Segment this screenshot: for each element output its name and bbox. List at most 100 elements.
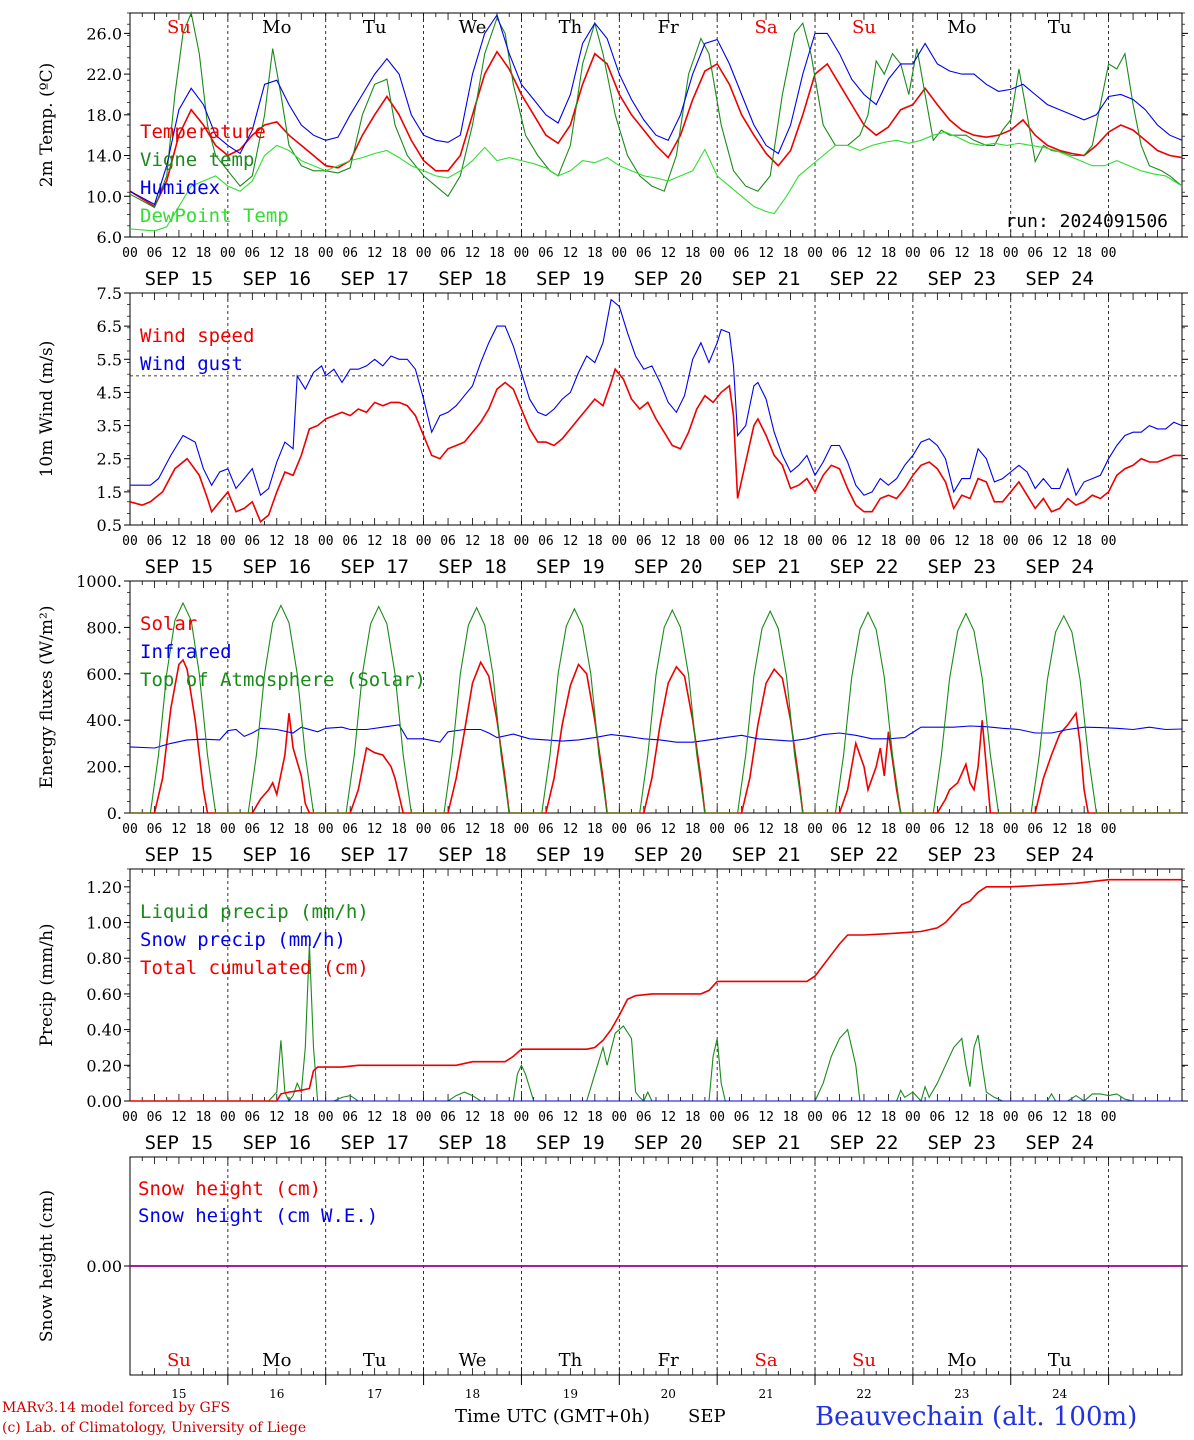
date-label: SEP 17 bbox=[340, 1132, 409, 1154]
y-tick-label: 0.5 bbox=[97, 516, 122, 535]
footer-lab-credit: (c) Lab. of Climatology, University of L… bbox=[2, 1420, 307, 1436]
weekday-label: Su bbox=[167, 17, 191, 38]
y-tick-label: 0.80 bbox=[86, 949, 122, 968]
legend-entry: Solar bbox=[140, 613, 197, 635]
date-label: SEP 20 bbox=[634, 1132, 703, 1154]
hour-tick-label: 06 bbox=[636, 246, 652, 261]
hour-tick-label: 00 bbox=[318, 534, 334, 549]
hour-tick-label: 12 bbox=[856, 1110, 872, 1125]
date-label: SEP 24 bbox=[1025, 844, 1094, 866]
y-tick-label: 1.5 bbox=[97, 483, 122, 502]
hour-tick-label: 18 bbox=[783, 822, 799, 837]
date-label: SEP 21 bbox=[732, 268, 801, 290]
hour-tick-label: 00 bbox=[807, 1110, 823, 1125]
hour-tick-label: 18 bbox=[293, 246, 309, 261]
station-name: Beauvechain (alt. 100m) bbox=[815, 1402, 1138, 1432]
hour-tick-label: 06 bbox=[832, 534, 848, 549]
legend-entry: Wind speed bbox=[140, 325, 254, 347]
y-tick-label: 1.00 bbox=[86, 914, 122, 933]
hour-tick-label: 18 bbox=[978, 246, 994, 261]
hour-tick-label: 18 bbox=[391, 1110, 407, 1125]
hour-tick-label: 12 bbox=[954, 246, 970, 261]
weekday-label: We bbox=[459, 17, 487, 38]
weekday-label: Tu bbox=[1048, 17, 1072, 38]
hour-tick-label: 18 bbox=[489, 1110, 505, 1125]
hour-tick-label: 18 bbox=[1076, 246, 1092, 261]
hour-tick-label: 12 bbox=[660, 822, 676, 837]
y-axis-label: Snow height (cm) bbox=[37, 1190, 57, 1342]
date-label: SEP 20 bbox=[634, 268, 703, 290]
date-label: SEP 21 bbox=[732, 556, 801, 578]
date-label: SEP 19 bbox=[536, 844, 605, 866]
hour-tick-label: 18 bbox=[685, 822, 701, 837]
hour-tick-label: 18 bbox=[293, 534, 309, 549]
hour-tick-label: 00 bbox=[807, 246, 823, 261]
date-label: SEP 15 bbox=[145, 1132, 214, 1154]
y-axis-label: 2m Temp. (ºC) bbox=[37, 63, 57, 188]
y-tick-label: 1000. bbox=[76, 572, 122, 591]
date-label: SEP 22 bbox=[830, 268, 899, 290]
date-label: SEP 18 bbox=[438, 556, 507, 578]
hour-tick-label: 06 bbox=[734, 1110, 750, 1125]
hour-tick-label: 00 bbox=[905, 1110, 921, 1125]
hour-tick-label: 18 bbox=[783, 246, 799, 261]
date-label: SEP 17 bbox=[340, 844, 409, 866]
hour-tick-label: 18 bbox=[391, 246, 407, 261]
hour-tick-label: 18 bbox=[587, 246, 603, 261]
legend-entry: Vigne temp bbox=[140, 149, 254, 171]
hour-tick-label: 00 bbox=[318, 1110, 334, 1125]
legend-entry: Total cumulated (cm) bbox=[140, 957, 369, 979]
series-line-top-of-atmosphere-solar- bbox=[130, 601, 1182, 814]
hour-tick-label: 18 bbox=[293, 822, 309, 837]
date-label: SEP 16 bbox=[242, 844, 311, 866]
y-axis-label: Precip (mm/h) bbox=[37, 923, 57, 1046]
y-tick-label: 5.5 bbox=[97, 350, 122, 369]
hour-tick-label: 06 bbox=[538, 822, 554, 837]
date-label: SEP 19 bbox=[536, 1132, 605, 1154]
hour-tick-label: 18 bbox=[881, 1110, 897, 1125]
hour-tick-label: 06 bbox=[147, 1110, 163, 1125]
hour-tick-label: 12 bbox=[269, 822, 285, 837]
hour-tick-label: 00 bbox=[611, 822, 627, 837]
hour-tick-label: 00 bbox=[122, 246, 138, 261]
hour-tick-label: 12 bbox=[660, 1110, 676, 1125]
series-line-dewpoint-temp bbox=[129, 131, 1183, 232]
date-label: SEP 19 bbox=[536, 556, 605, 578]
date-label: SEP 23 bbox=[927, 268, 996, 290]
date-label: SEP 23 bbox=[927, 556, 996, 578]
hour-tick-label: 06 bbox=[342, 1110, 358, 1125]
hour-tick-label: 06 bbox=[440, 1110, 456, 1125]
hour-tick-label: 00 bbox=[220, 1110, 236, 1125]
hour-tick-label: 00 bbox=[318, 822, 334, 837]
hour-tick-label: 12 bbox=[269, 534, 285, 549]
hour-tick-label: 18 bbox=[783, 534, 799, 549]
hour-tick-label: 06 bbox=[440, 822, 456, 837]
hour-tick-label: 00 bbox=[220, 534, 236, 549]
hour-tick-label: 00 bbox=[1101, 534, 1117, 549]
date-label: SEP 18 bbox=[438, 844, 507, 866]
hour-tick-label: 12 bbox=[954, 1110, 970, 1125]
hour-tick-label: 06 bbox=[1027, 1110, 1043, 1125]
hour-tick-label: 18 bbox=[489, 534, 505, 549]
legend-entry: Infrared bbox=[140, 641, 232, 663]
y-tick-label: 18.0 bbox=[86, 106, 122, 125]
weekday-label: Mo bbox=[947, 17, 976, 38]
hour-tick-label: 06 bbox=[636, 1110, 652, 1125]
y-axis-label: Energy fluxes (W/m²) bbox=[37, 606, 57, 789]
hour-tick-label: 06 bbox=[734, 534, 750, 549]
hour-tick-label: 00 bbox=[514, 822, 530, 837]
hour-tick-label: 06 bbox=[832, 246, 848, 261]
date-label: SEP 15 bbox=[145, 844, 214, 866]
y-tick-label: 0.20 bbox=[86, 1056, 122, 1075]
hour-tick-label: 12 bbox=[367, 822, 383, 837]
hour-tick-label: 12 bbox=[954, 822, 970, 837]
hour-tick-label: 12 bbox=[1052, 534, 1068, 549]
hour-tick-label: 12 bbox=[954, 534, 970, 549]
date-label: SEP 24 bbox=[1025, 556, 1094, 578]
hour-tick-label: 00 bbox=[122, 1110, 138, 1125]
weekday-label: Th bbox=[559, 17, 583, 38]
weekday-label: Tu bbox=[1048, 1350, 1072, 1371]
day-number-label: 23 bbox=[954, 1387, 969, 1400]
hour-tick-label: 12 bbox=[758, 1110, 774, 1125]
date-label: SEP 17 bbox=[340, 268, 409, 290]
